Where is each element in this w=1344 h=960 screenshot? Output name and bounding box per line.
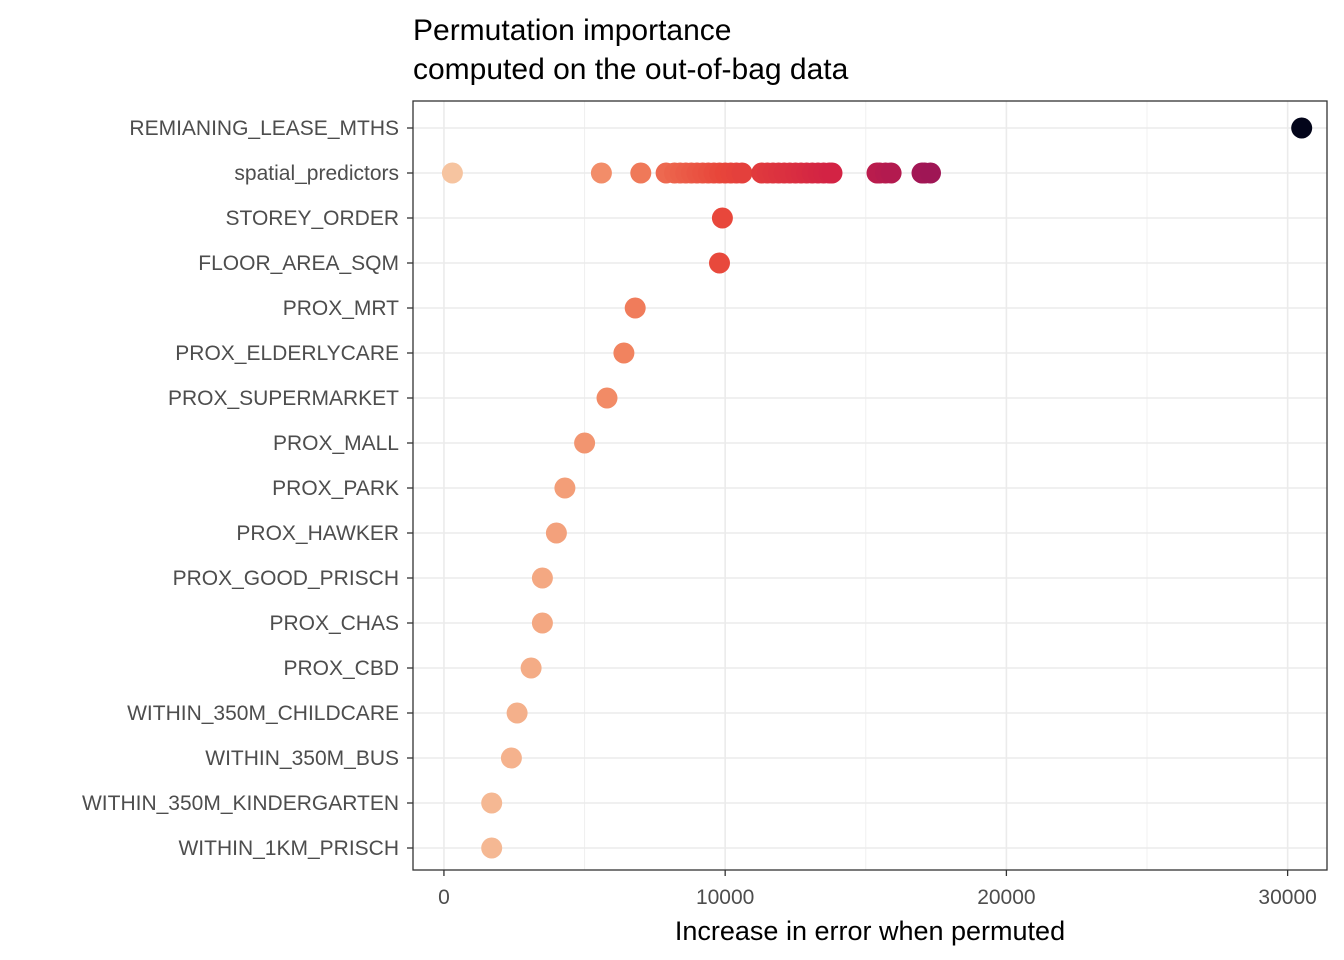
y-tick-label: WITHIN_350M_CHILDCARE <box>127 702 399 725</box>
y-axis: REMIANING_LEASE_MTHS spatial_predictors ST… <box>82 117 413 860</box>
point-spatial-predictors <box>630 162 652 184</box>
point-prox-hawker <box>545 522 567 544</box>
point-prox-cbd <box>520 657 542 679</box>
y-tick-label: FLOOR_AREA_SQM <box>198 252 399 275</box>
y-tick-label: REMIANING_LEASE_MTHS <box>129 117 399 140</box>
x-tick-label: 10000 <box>696 886 754 909</box>
point-spatial-predictors <box>821 162 843 184</box>
x-tick-label: 30000 <box>1258 886 1316 909</box>
point-floor-area-sqm <box>709 252 730 274</box>
chart-subtitle: computed on the out-of-bag data <box>413 53 849 86</box>
y-tick-label: PROX_PARK <box>272 477 399 500</box>
point-prox-chas <box>531 612 553 634</box>
y-tick-label: PROX_HAWKER <box>236 522 399 545</box>
y-tick-label: PROX_CHAS <box>269 612 399 635</box>
y-tick-label: WITHIN_350M_BUS <box>205 747 399 770</box>
plot-panel <box>413 101 1327 870</box>
point-remianing-lease-mths <box>1291 117 1313 139</box>
y-tick-label: PROX_CBD <box>283 657 399 680</box>
y-tick-label: PROX_GOOD_PRISCH <box>173 567 399 590</box>
point-prox-mall <box>574 432 596 454</box>
point-within-350m-kindergarten <box>481 792 503 814</box>
grid-lines <box>413 101 1327 870</box>
point-prox-elderlycare <box>613 342 635 364</box>
x-tick-label: 0 <box>438 886 450 909</box>
point-storey-order <box>711 207 733 229</box>
point-prox-supermarket <box>596 387 618 409</box>
chart-title: Permutation importance <box>413 14 732 47</box>
y-tick-label: spatial_predictors <box>234 162 399 185</box>
x-axis: 0 10000 20000 30000 <box>438 870 1317 909</box>
y-tick-label: PROX_MRT <box>283 297 399 320</box>
point-within-1km-prisch <box>481 837 503 859</box>
y-tick-label: PROX_ELDERLYCARE <box>175 342 399 365</box>
data-points <box>441 117 1313 859</box>
point-spatial-predictors <box>920 162 941 184</box>
y-tick-label: PROX_SUPERMARKET <box>168 387 399 410</box>
y-tick-label: WITHIN_1KM_PRISCH <box>178 837 399 860</box>
point-spatial-predictors <box>880 162 902 184</box>
point-prox-mrt <box>624 297 646 319</box>
point-within-350m-bus <box>500 747 522 769</box>
point-spatial-predictors <box>441 162 463 184</box>
point-spatial-predictors <box>590 162 612 184</box>
point-prox-park <box>554 477 576 499</box>
y-tick-label: STOREY_ORDER <box>226 207 400 230</box>
x-tick-label: 20000 <box>977 886 1035 909</box>
x-axis-title: Increase in error when permuted <box>675 916 1065 946</box>
point-spatial-predictors <box>731 162 753 184</box>
point-within-350m-childcare <box>506 702 528 724</box>
y-tick-label: WITHIN_350M_KINDERGARTEN <box>82 792 399 815</box>
plot-panel-border <box>412 100 1328 871</box>
point-prox-good-prisch <box>531 567 553 589</box>
y-tick-label: PROX_MALL <box>273 432 399 455</box>
